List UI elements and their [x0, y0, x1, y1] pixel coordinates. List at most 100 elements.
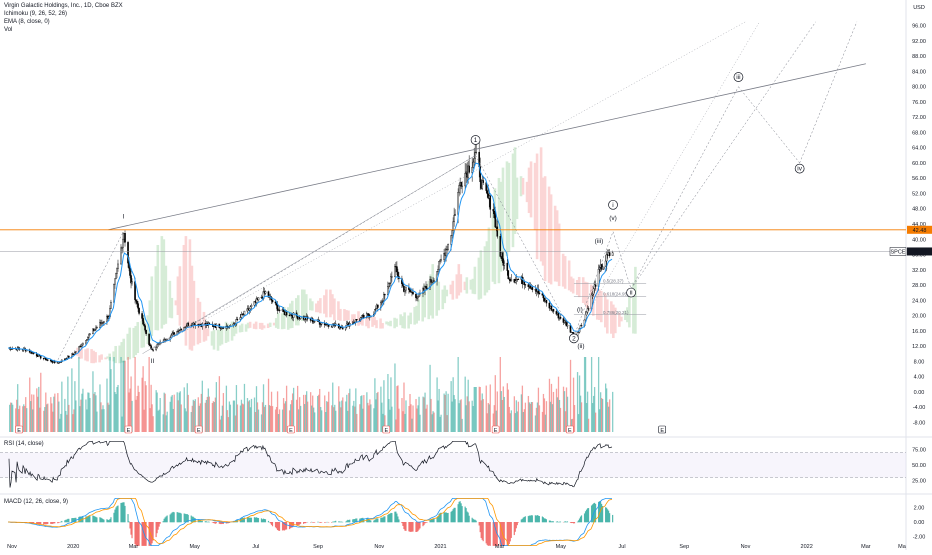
candle-body: [96, 327, 97, 328]
candle-body: [244, 311, 245, 315]
macd-histogram-bar: [265, 519, 266, 522]
cloud-segment: [445, 290, 448, 297]
candle-body: [508, 271, 509, 279]
macd-histogram-bar: [131, 522, 132, 538]
candle-body: [141, 313, 142, 318]
volume-bar: [75, 400, 76, 432]
macd-histogram-bar: [153, 522, 154, 541]
macd-histogram-bar: [124, 506, 125, 522]
cloud-segment: [466, 277, 469, 293]
volume-bar: [153, 416, 154, 432]
macd-histogram-bar: [511, 522, 512, 538]
price-tick: -4.00: [913, 405, 926, 411]
cloud-segment: [375, 320, 378, 328]
volume-bar: [314, 412, 315, 432]
candle-body: [363, 315, 364, 318]
volume-bar: [138, 392, 139, 432]
candle-body: [131, 282, 132, 283]
macd-histogram-bar: [567, 521, 568, 522]
price-tick: 28.00: [912, 283, 926, 289]
rsi-pane-label[interactable]: RSI (14, close): [4, 441, 44, 447]
volume-bar: [391, 407, 392, 432]
macd-histogram-bar: [532, 515, 533, 522]
candle-body: [251, 305, 252, 307]
macd-histogram-bar: [258, 518, 259, 522]
symbol-title: Virgin Galactic Holdings, Inc., 1D, Cboe…: [4, 3, 123, 9]
indicator-ichimoku-label[interactable]: Ichimoku (9, 26, 52, 26): [4, 11, 67, 17]
time-tick: Jul: [619, 544, 626, 550]
macd-histogram-bar: [433, 519, 434, 522]
macd-histogram-bar: [272, 522, 273, 526]
macd-histogram-bar: [61, 521, 62, 522]
cloud-segment: [325, 289, 328, 317]
time-tick: Jul: [252, 544, 259, 550]
cloud-segment: [558, 224, 561, 287]
candle-body: [68, 356, 69, 357]
cloud-segment: [606, 299, 609, 333]
volume-bar: [588, 419, 589, 432]
macd-histogram-bar: [370, 520, 371, 522]
volume-bar: [202, 381, 203, 432]
earnings-marker-label: E: [197, 428, 201, 434]
candle-body: [384, 294, 385, 295]
time-tick: Mar: [861, 544, 871, 550]
price-tick: 8.00: [914, 359, 925, 365]
volume-bar: [47, 404, 48, 432]
cloud-segment: [128, 328, 131, 360]
candle-body: [237, 319, 238, 320]
price-tick: 68.00: [912, 130, 926, 136]
candle-body: [82, 343, 83, 345]
volume-bar: [237, 404, 238, 432]
volume-bar: [595, 413, 596, 432]
cloud-segment: [437, 282, 440, 311]
candle-body: [87, 337, 88, 340]
volume-bar: [483, 399, 484, 432]
macd-histogram-bar: [398, 519, 399, 522]
candle-body: [144, 326, 145, 331]
candle-body: [94, 329, 95, 330]
earnings-marker-label: E: [384, 428, 388, 434]
macd-histogram-bar: [181, 513, 182, 522]
macd-pane-label[interactable]: MACD (12, 26, close, 9): [4, 499, 68, 505]
macd-histogram-bar: [419, 522, 420, 528]
price-tick: 24.00: [912, 298, 926, 304]
candle-body: [321, 323, 322, 324]
candle-body: [377, 305, 378, 308]
volume-bar: [490, 384, 491, 432]
candle-body: [33, 353, 34, 354]
time-tick: Mar: [129, 544, 139, 550]
macd-histogram-bar: [138, 522, 139, 546]
macd-histogram-bar: [539, 516, 540, 522]
cloud-segment: [193, 281, 196, 346]
candle-body: [75, 352, 76, 353]
macd-histogram-bar: [321, 522, 322, 523]
volume-bar: [602, 399, 603, 432]
volume-bar: [61, 382, 62, 432]
volume-bar: [504, 397, 505, 432]
candle-body: [465, 173, 466, 186]
candle-body: [461, 182, 462, 186]
macd-histogram-bar: [553, 521, 554, 522]
indicator-ema-label[interactable]: EMA (8, close, 0): [4, 19, 50, 25]
candle-body: [148, 334, 149, 345]
volume-bar: [412, 405, 413, 432]
time-tick: May: [556, 544, 567, 550]
candle-body: [81, 345, 82, 346]
candle-body: [539, 293, 540, 294]
volume-bar: [216, 382, 217, 432]
candle-body: [136, 301, 137, 303]
candle-body: [502, 253, 503, 259]
wave-label: I: [123, 213, 125, 220]
candle-body: [258, 298, 259, 300]
cloud-segment: [480, 250, 483, 298]
candle-body: [85, 341, 86, 343]
volume-bar: [272, 406, 273, 432]
cloud-segment: [165, 266, 168, 324]
volume-bar: [546, 401, 547, 432]
macd-histogram-bar: [251, 518, 252, 523]
wave-label: (ii): [577, 343, 584, 350]
wave-label: II: [151, 358, 155, 365]
candle-body: [532, 287, 533, 289]
indicator-vol-label[interactable]: Vol: [4, 27, 12, 33]
